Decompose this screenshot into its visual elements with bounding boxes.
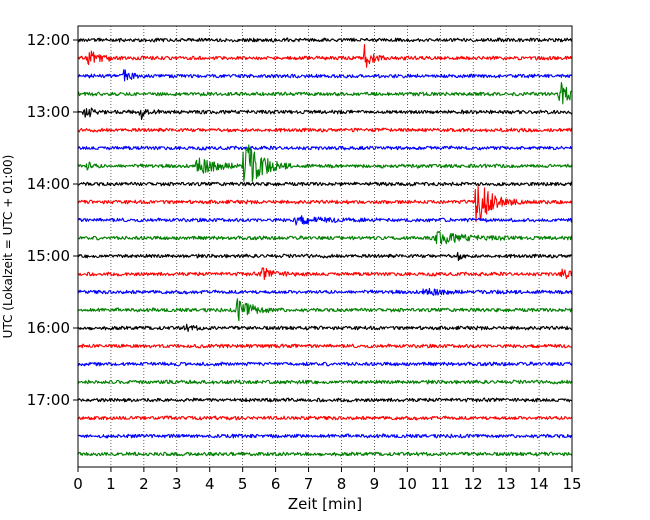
trace-1715: [77, 415, 573, 421]
x-tick-label: 8: [337, 475, 347, 493]
trace-1730: [77, 433, 573, 439]
trace-1745: [77, 451, 573, 457]
y-axis-label: UTC (Lokalzeit = UTC + 01:00): [1, 155, 15, 339]
trace-1430: [77, 215, 573, 226]
trace-1315: [77, 127, 573, 133]
trace-1545: [77, 298, 573, 322]
seismogram-traces: [77, 37, 573, 457]
trace-1400: [77, 181, 573, 187]
x-tick-label: 1: [106, 475, 116, 493]
x-tick-label: 4: [205, 475, 215, 493]
y-tick-label: 14:00: [27, 175, 70, 193]
trace-1700: [77, 397, 573, 403]
trace-1300: [77, 107, 573, 120]
x-tick-label: 3: [172, 475, 182, 493]
trace-1645: [77, 379, 573, 385]
trace-1615: [77, 343, 573, 349]
trace-1445: [77, 231, 573, 245]
x-tick-label: 15: [562, 475, 581, 493]
y-tick-label: 13:00: [27, 103, 70, 121]
x-tick-label: 13: [497, 475, 516, 493]
trace-1515: [77, 267, 573, 281]
trace-1215: [77, 44, 573, 68]
trace-1345: [77, 144, 573, 183]
trace-1230: [77, 69, 573, 82]
x-tick-label: 12: [464, 475, 483, 493]
trace-1200: [77, 37, 573, 43]
x-axis-label: Zeit [min]: [288, 495, 362, 513]
x-tick-label: 10: [398, 475, 417, 493]
trace-1500: [77, 251, 573, 262]
trace-1245: [77, 81, 573, 105]
x-tick-label: 5: [238, 475, 248, 493]
y-axis-ticks: 12:00 13:00 14:00 15:00 16:00 17:00: [27, 31, 78, 409]
y-tick-label: 12:00: [27, 31, 70, 49]
x-tick-label: 0: [73, 475, 83, 493]
x-tick-label: 14: [530, 475, 549, 493]
trace-1530: [77, 287, 573, 296]
x-tick-label: 9: [370, 475, 380, 493]
trace-1415: [77, 185, 573, 223]
trace-1600: [77, 323, 573, 333]
y-tick-label: 17:00: [27, 391, 70, 409]
x-tick-label: 6: [271, 475, 281, 493]
plot-frame: [77, 25, 573, 468]
y-tick-label: 16:00: [27, 319, 70, 337]
trace-1630: [77, 361, 573, 367]
trace-1330: [77, 145, 573, 151]
x-tick-label: 7: [304, 475, 314, 493]
y-tick-label: 15:00: [27, 247, 70, 265]
x-tick-label: 2: [139, 475, 149, 493]
x-tick-label: 11: [431, 475, 450, 493]
x-axis-ticks: 0 1 2 3 4 5 6 7 8 9 10 11 12 13 14 15: [73, 467, 582, 493]
